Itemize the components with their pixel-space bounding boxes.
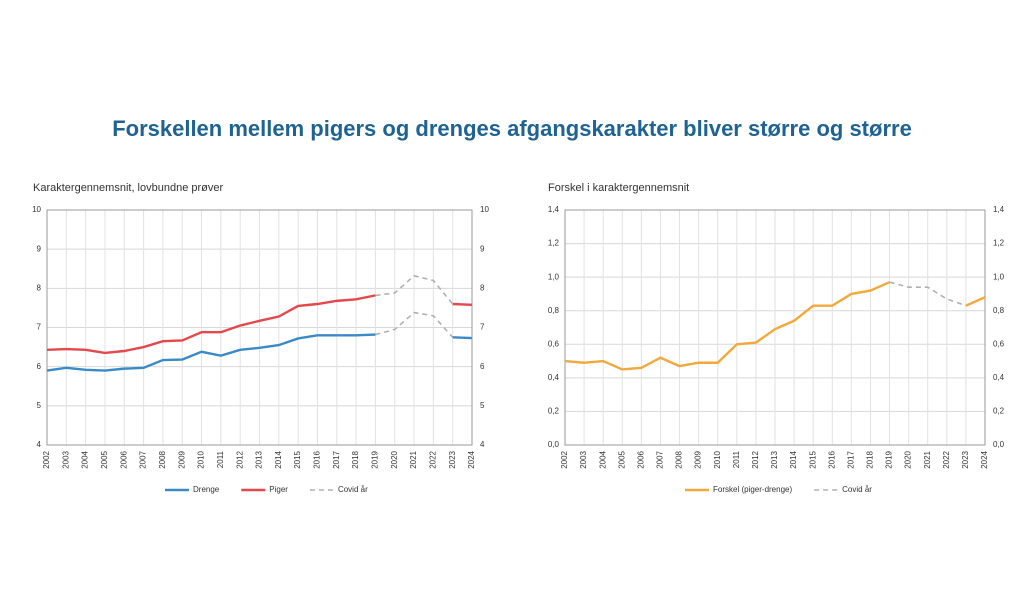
y-tick-label: 1,0 [548, 272, 560, 281]
x-tick-label: 2005 [617, 450, 626, 468]
covid-line [889, 281, 967, 307]
y2-tick-label: 0,6 [993, 339, 1005, 348]
x-tick-label: 2021 [409, 450, 418, 468]
x-tick-label: 2008 [675, 450, 684, 468]
line [46, 294, 376, 355]
y2-tick-label: 7 [480, 323, 485, 332]
x-tick-label: 2003 [579, 450, 588, 468]
x-tick-label: 2021 [923, 450, 932, 468]
x-tick-label: 2015 [808, 450, 817, 468]
y2-tick-label: 1,2 [993, 239, 1005, 248]
x-tick-label: 2003 [61, 450, 70, 468]
y-tick-label: 0,4 [548, 373, 560, 382]
line [46, 333, 376, 372]
y-tick-label: 0,0 [548, 440, 560, 449]
legend-label: Covid år [842, 485, 872, 494]
x-tick-label: 2018 [351, 450, 360, 468]
x-tick-label: 2012 [235, 450, 244, 468]
x-tick-label: 2010 [713, 450, 722, 468]
y2-tick-label: 6 [480, 362, 485, 371]
plot-frame [46, 209, 473, 446]
x-tick-label: 2020 [904, 450, 913, 468]
x-tick-label: 2005 [100, 450, 109, 468]
x-tick-label: 2017 [332, 450, 341, 468]
x-tick-label: 2006 [119, 450, 128, 468]
y-tick-label: 8 [37, 283, 42, 292]
x-tick-label: 2002 [42, 450, 51, 468]
x-tick-label: 2012 [751, 450, 760, 468]
y-tick-label: 0,8 [548, 306, 560, 315]
y-tick-label: 1,4 [548, 205, 560, 214]
covid-line [375, 274, 454, 305]
x-tick-label: 2024 [467, 450, 476, 468]
x-tick-label: 2007 [139, 450, 148, 468]
x-tick-label: 2011 [732, 450, 741, 468]
x-tick-label: 2006 [636, 450, 645, 468]
slide-title: Forskellen mellem pigers og drenges afga… [112, 116, 912, 141]
x-tick-label: 2017 [846, 450, 855, 468]
x-tick-label: 2023 [961, 450, 970, 468]
y-tick-label: 0,6 [548, 339, 560, 348]
y-tick-label: 10 [32, 205, 41, 214]
x-tick-label: 2022 [428, 450, 437, 468]
x-tick-label: 2024 [980, 450, 989, 468]
y2-tick-label: 10 [480, 205, 489, 214]
y-tick-label: 5 [37, 401, 42, 410]
line [564, 281, 891, 371]
y2-tick-label: 8 [480, 283, 485, 292]
legend-label: Drenge [193, 485, 220, 494]
y-tick-label: 1,2 [548, 239, 560, 248]
x-tick-label: 2016 [827, 450, 836, 468]
x-tick-label: 2014 [274, 450, 283, 468]
y2-tick-label: 0,4 [993, 373, 1005, 382]
legend-label: Covid år [338, 485, 368, 494]
x-tick-label: 2016 [313, 450, 322, 468]
plot-frame [564, 209, 986, 446]
x-tick-label: 2023 [448, 450, 457, 468]
y-tick-label: 4 [37, 440, 42, 449]
x-tick-label: 2004 [598, 450, 607, 468]
x-tick-label: 2004 [81, 450, 90, 468]
y2-tick-label: 1,4 [993, 205, 1005, 214]
y-tick-label: 0,2 [548, 407, 560, 416]
x-tick-label: 2020 [390, 450, 399, 468]
y-tick-label: 7 [37, 323, 42, 332]
y2-tick-label: 5 [480, 401, 485, 410]
x-tick-label: 2019 [885, 450, 894, 468]
x-tick-label: 2018 [866, 450, 875, 468]
line [965, 296, 986, 307]
x-tick-label: 2002 [560, 450, 569, 468]
x-tick-label: 2010 [197, 450, 206, 468]
line [452, 336, 473, 340]
y2-tick-label: 9 [480, 244, 485, 253]
x-tick-label: 2007 [656, 450, 665, 468]
x-tick-label: 2009 [694, 450, 703, 468]
x-tick-label: 2022 [942, 450, 951, 468]
legend-label: Forskel (piger-drenge) [713, 485, 792, 494]
y2-tick-label: 0,2 [993, 407, 1005, 416]
legend-label: Piger [269, 485, 288, 494]
chart-title: Forskel i karaktergennemsnit [548, 182, 689, 194]
x-tick-label: 2009 [177, 450, 186, 468]
x-tick-label: 2019 [371, 450, 380, 468]
y2-tick-label: 4 [480, 440, 485, 449]
chart-title: Karaktergennemsnit, lovbundne prøver [33, 182, 223, 194]
x-tick-label: 2013 [255, 450, 264, 468]
x-tick-label: 2013 [770, 450, 779, 468]
line [452, 302, 473, 306]
covid-line [375, 311, 454, 338]
y2-tick-label: 1,0 [993, 272, 1005, 281]
y2-tick-label: 0,0 [993, 440, 1005, 449]
x-tick-label: 2014 [789, 450, 798, 468]
x-tick-label: 2008 [158, 450, 167, 468]
x-tick-label: 2011 [216, 450, 225, 468]
y-tick-label: 9 [37, 244, 42, 253]
x-tick-label: 2015 [293, 450, 302, 468]
y2-tick-label: 0,8 [993, 306, 1005, 315]
y-tick-label: 6 [37, 362, 42, 371]
